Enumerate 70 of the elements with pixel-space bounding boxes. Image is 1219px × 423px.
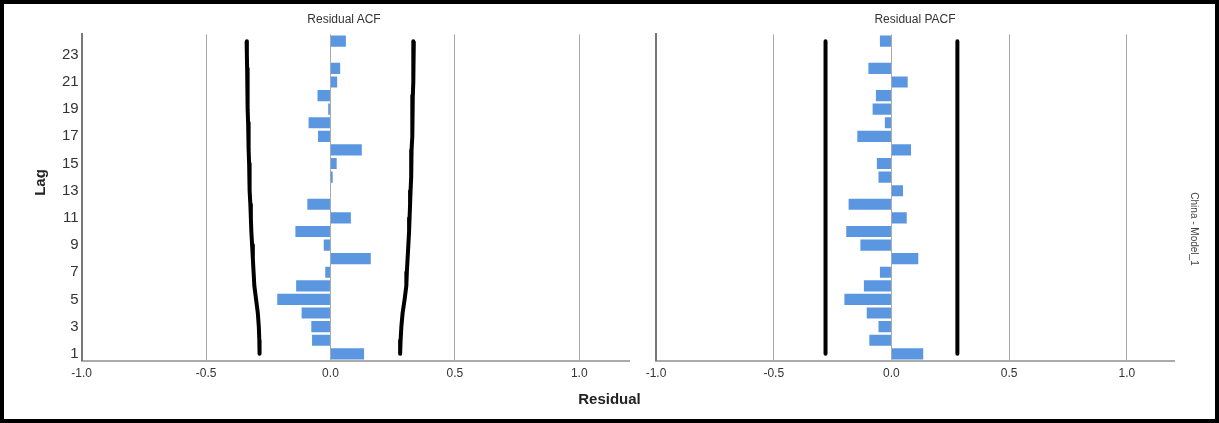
bar [330,76,338,88]
x-tick-label: 0.0 [883,366,901,381]
bar [301,307,330,319]
bar [891,185,903,197]
bar [878,171,891,183]
bar [866,307,891,319]
y-tick-label: 11 [63,208,79,226]
bar [884,117,891,129]
bar [330,253,371,265]
bar [860,239,891,251]
bar [330,212,351,224]
bar [317,89,330,102]
bar [891,253,919,265]
bar [844,293,891,306]
y-tick-label: 21 [62,72,79,90]
bar [879,266,891,278]
y-tick-label: 23 [62,44,79,62]
bar [879,35,891,47]
bar [307,198,330,210]
x-tick-label: -0.5 [763,366,785,381]
bar [868,62,891,74]
bar [318,130,330,142]
bar [330,62,341,74]
x-tick-label: 0.5 [1000,366,1018,381]
bar [277,293,330,306]
bar [848,198,891,210]
bar [872,103,891,115]
x-tick-label: 0.5 [446,366,464,381]
bar [875,89,891,102]
x-tick-label: 1.0 [570,366,588,381]
bar [846,225,891,238]
y-tick-label: 5 [70,289,79,307]
bar [296,280,330,292]
y-tick-label: 17 [62,126,79,144]
bar [325,266,330,278]
bar [323,239,330,251]
bar [876,157,891,170]
bar [891,144,911,156]
y-tick-label: 3 [70,316,79,334]
bar [891,212,907,224]
bar [308,117,330,129]
y-tick-label: 19 [62,99,79,117]
y-tick-label: 13 [62,180,79,198]
y-tick-label: 7 [70,262,79,280]
bar [863,280,891,292]
x-tick-label: -1.0 [71,366,93,381]
bar [330,144,362,156]
y-axis-title: Lag [30,169,48,196]
bar [869,334,891,346]
bar [878,321,891,333]
bar [295,225,330,238]
bar [330,348,365,360]
bar [891,76,908,88]
bar [330,35,346,47]
y-tick-label: 1 [70,343,79,361]
bar [330,157,337,170]
x-tick-label: 1.0 [1118,366,1136,381]
bar [311,321,330,333]
text: China - Model_1 [1188,192,1200,266]
x-tick-label: -1.0 [645,366,667,381]
x-axis-title: Residual [577,390,642,407]
bar [857,130,891,142]
bar [891,348,924,360]
chart-title: Residual PACF [874,11,956,26]
bar [312,334,330,346]
y-tick-label: 15 [62,153,79,171]
x-tick-label: 0.0 [322,366,340,381]
x-tick-label: -0.5 [195,366,217,381]
chart-title: Residual ACF [307,11,381,26]
y-tick-label: 9 [70,235,79,253]
